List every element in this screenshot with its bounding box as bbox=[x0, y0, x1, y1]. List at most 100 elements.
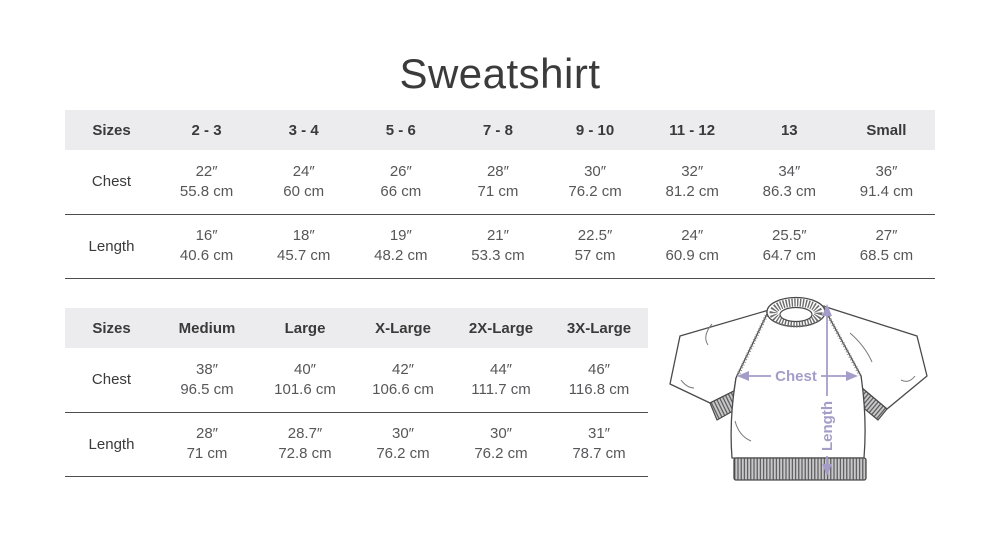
measurement-cell: 30″ 76.2 cm bbox=[547, 150, 644, 214]
table-header-row: Sizes Medium Large X-Large 2X-Large 3X-L… bbox=[65, 308, 648, 348]
inches-value: 18″ bbox=[292, 227, 315, 244]
row-label-chest: Chest bbox=[91, 371, 132, 389]
inches-value: 27″ bbox=[875, 227, 898, 244]
inches-value: 22″ bbox=[195, 162, 218, 180]
measurement-cell: 28.7″ 72.8 cm bbox=[256, 412, 354, 476]
cm-value: 106.6 cm bbox=[372, 380, 434, 398]
cm-value: 40.6 cm bbox=[179, 247, 234, 264]
inches-value: 40″ bbox=[294, 360, 316, 378]
length-arrow bbox=[822, 304, 832, 476]
cm-value: 76.2 cm bbox=[376, 445, 430, 462]
measurement-cell: 19″ 48.2 cm bbox=[352, 214, 449, 278]
cm-value: 71 cm bbox=[477, 182, 519, 200]
cm-value: 45.7 cm bbox=[277, 247, 331, 264]
row-label-length: Length bbox=[88, 237, 135, 255]
measurement-cell: 40″ 101.6 cm bbox=[256, 348, 354, 412]
measurement-cell: 21″ 53.3 cm bbox=[449, 214, 546, 278]
cm-value: 71 cm bbox=[186, 445, 228, 462]
inches-value: 30″ bbox=[392, 425, 414, 442]
cm-value: 60.9 cm bbox=[665, 247, 719, 264]
col-header-size: Medium bbox=[178, 319, 236, 337]
cm-value: 81.2 cm bbox=[665, 182, 719, 200]
cm-value: 76.2 cm bbox=[568, 182, 622, 200]
measurement-cell: 24″ 60 cm bbox=[255, 150, 352, 214]
hem-band bbox=[733, 457, 867, 481]
inches-value: 19″ bbox=[389, 227, 412, 244]
col-header-size: 7 - 8 bbox=[482, 121, 513, 139]
inches-value: 25.5″ bbox=[772, 227, 807, 244]
col-header-sizes: Sizes bbox=[92, 121, 131, 139]
measurement-cell: 44″ 111.7 cm bbox=[452, 348, 550, 412]
col-header-size: Large bbox=[284, 319, 326, 337]
measurement-cell: 16″ 40.6 cm bbox=[158, 214, 255, 278]
arrowhead-down bbox=[822, 464, 832, 476]
measurement-cell: 36″ 91.4 cm bbox=[838, 150, 935, 214]
col-header-size: X-Large bbox=[375, 319, 431, 337]
cm-value: 91.4 cm bbox=[859, 182, 914, 200]
length-row: Length 28″ 71 cm 28.7″ 72.8 cm 30″ 76.2 … bbox=[65, 412, 648, 476]
measurement-cell: 30″ 76.2 cm bbox=[452, 412, 550, 476]
col-header-size: 2X-Large bbox=[468, 319, 534, 337]
cm-value: 111.7 cm bbox=[471, 380, 531, 398]
inches-value: 30″ bbox=[490, 425, 512, 442]
size-table-kids: Sizes 2 - 3 3 - 4 5 - 6 7 - 8 9 - 10 11 … bbox=[65, 110, 935, 279]
cm-value: 116.8 cm bbox=[568, 380, 630, 398]
cm-value: 72.8 cm bbox=[278, 445, 332, 462]
inches-value: 28″ bbox=[486, 162, 509, 180]
measurement-cell: 24″ 60.9 cm bbox=[644, 214, 741, 278]
chest-row: Chest 38″ 96.5 cm 40″ 101.6 cm 42″ 106.6… bbox=[65, 348, 648, 412]
body-panel bbox=[730, 305, 866, 459]
inches-value: 16″ bbox=[195, 227, 218, 244]
cm-value: 53.3 cm bbox=[471, 247, 525, 264]
chest-arrow bbox=[737, 371, 858, 381]
measurement-cell: 25.5″ 64.7 cm bbox=[741, 214, 838, 278]
cm-value: 64.7 cm bbox=[762, 247, 816, 264]
inches-value: 32″ bbox=[681, 162, 704, 180]
col-header-sizes: Sizes bbox=[92, 319, 131, 337]
inches-value: 24″ bbox=[292, 162, 315, 180]
measurement-cell: 28″ 71 cm bbox=[158, 412, 256, 476]
collar bbox=[766, 296, 826, 328]
arrowhead-left bbox=[737, 371, 749, 381]
measurement-cell: 34″ 86.3 cm bbox=[741, 150, 838, 214]
inches-value: 28.7″ bbox=[287, 425, 323, 442]
measurement-cell: 28″ 71 cm bbox=[449, 150, 546, 214]
cm-value: 96.5 cm bbox=[180, 380, 234, 398]
row-label-chest: Chest bbox=[91, 173, 132, 191]
cm-value: 76.2 cm bbox=[474, 445, 528, 462]
measurement-cell: 30″ 76.2 cm bbox=[354, 412, 452, 476]
measurement-cell: 46″ 116.8 cm bbox=[550, 348, 648, 412]
measurement-cell: 22.5″ 57 cm bbox=[547, 214, 644, 278]
cm-value: 86.3 cm bbox=[762, 182, 816, 200]
arrowhead-right bbox=[846, 371, 858, 381]
inches-value: 31″ bbox=[588, 425, 610, 442]
col-header-size: 13 bbox=[780, 121, 798, 139]
cm-value: 57 cm bbox=[574, 247, 616, 264]
sweatshirt-illustration: Chest Length bbox=[669, 296, 928, 481]
inches-value: 24″ bbox=[681, 227, 704, 244]
measurement-cell: 38″ 96.5 cm bbox=[158, 348, 256, 412]
left-raglan-seam bbox=[735, 309, 771, 378]
col-header-size: 3 - 4 bbox=[288, 121, 319, 139]
inches-value: 34″ bbox=[778, 162, 801, 180]
chest-label: Chest bbox=[775, 368, 817, 385]
inches-value: 46″ bbox=[588, 360, 610, 378]
right-raglan-seam bbox=[821, 305, 862, 376]
arrowhead-up bbox=[822, 304, 832, 316]
col-header-size: 2 - 3 bbox=[191, 121, 222, 139]
col-header-size: 9 - 10 bbox=[575, 121, 615, 139]
inches-value: 36″ bbox=[875, 162, 898, 180]
col-header-size: 3X-Large bbox=[566, 319, 632, 337]
table-header-row: Sizes 2 - 3 3 - 4 5 - 6 7 - 8 9 - 10 11 … bbox=[65, 110, 935, 150]
measurement-cell: 22″ 55.8 cm bbox=[158, 150, 255, 214]
measurement-cell: 32″ 81.2 cm bbox=[644, 150, 741, 214]
measurement-cell: 26″ 66 cm bbox=[352, 150, 449, 214]
cm-value: 55.8 cm bbox=[179, 182, 234, 200]
cm-value: 68.5 cm bbox=[859, 247, 914, 264]
inches-value: 42″ bbox=[392, 360, 414, 378]
length-label: Length bbox=[819, 401, 836, 451]
inches-value: 38″ bbox=[196, 360, 218, 378]
measurement-cell: 42″ 106.6 cm bbox=[354, 348, 452, 412]
inches-value: 28″ bbox=[196, 425, 218, 442]
inches-value: 44″ bbox=[490, 360, 512, 378]
